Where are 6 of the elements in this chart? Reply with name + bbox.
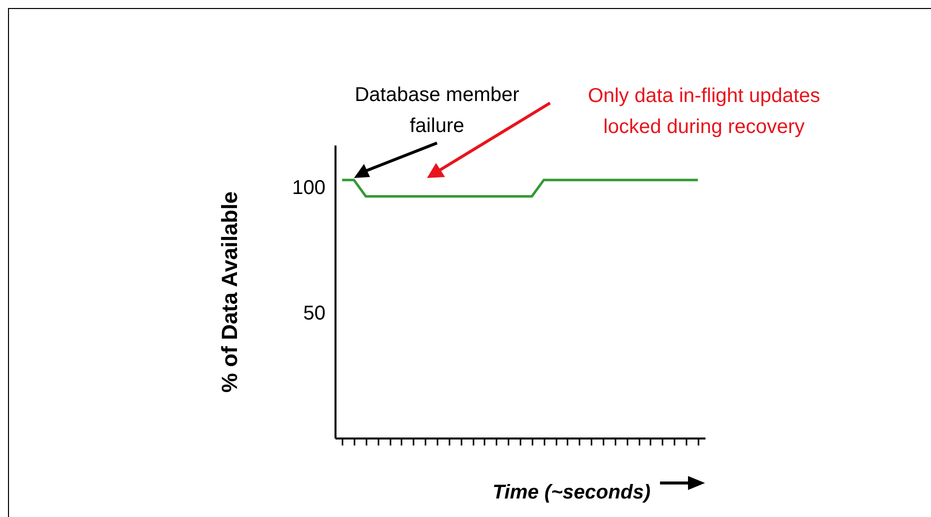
y-tick-label: 50 — [303, 302, 326, 324]
y-tick-label: 100 — [292, 177, 326, 200]
y-axis-title: % of Data Available — [217, 191, 242, 393]
text: Only data in-flight updates locked during recovery — [588, 84, 820, 140]
text: Database member failure — [354, 83, 520, 139]
x-axis-title: Time (~seconds) — [492, 482, 651, 504]
